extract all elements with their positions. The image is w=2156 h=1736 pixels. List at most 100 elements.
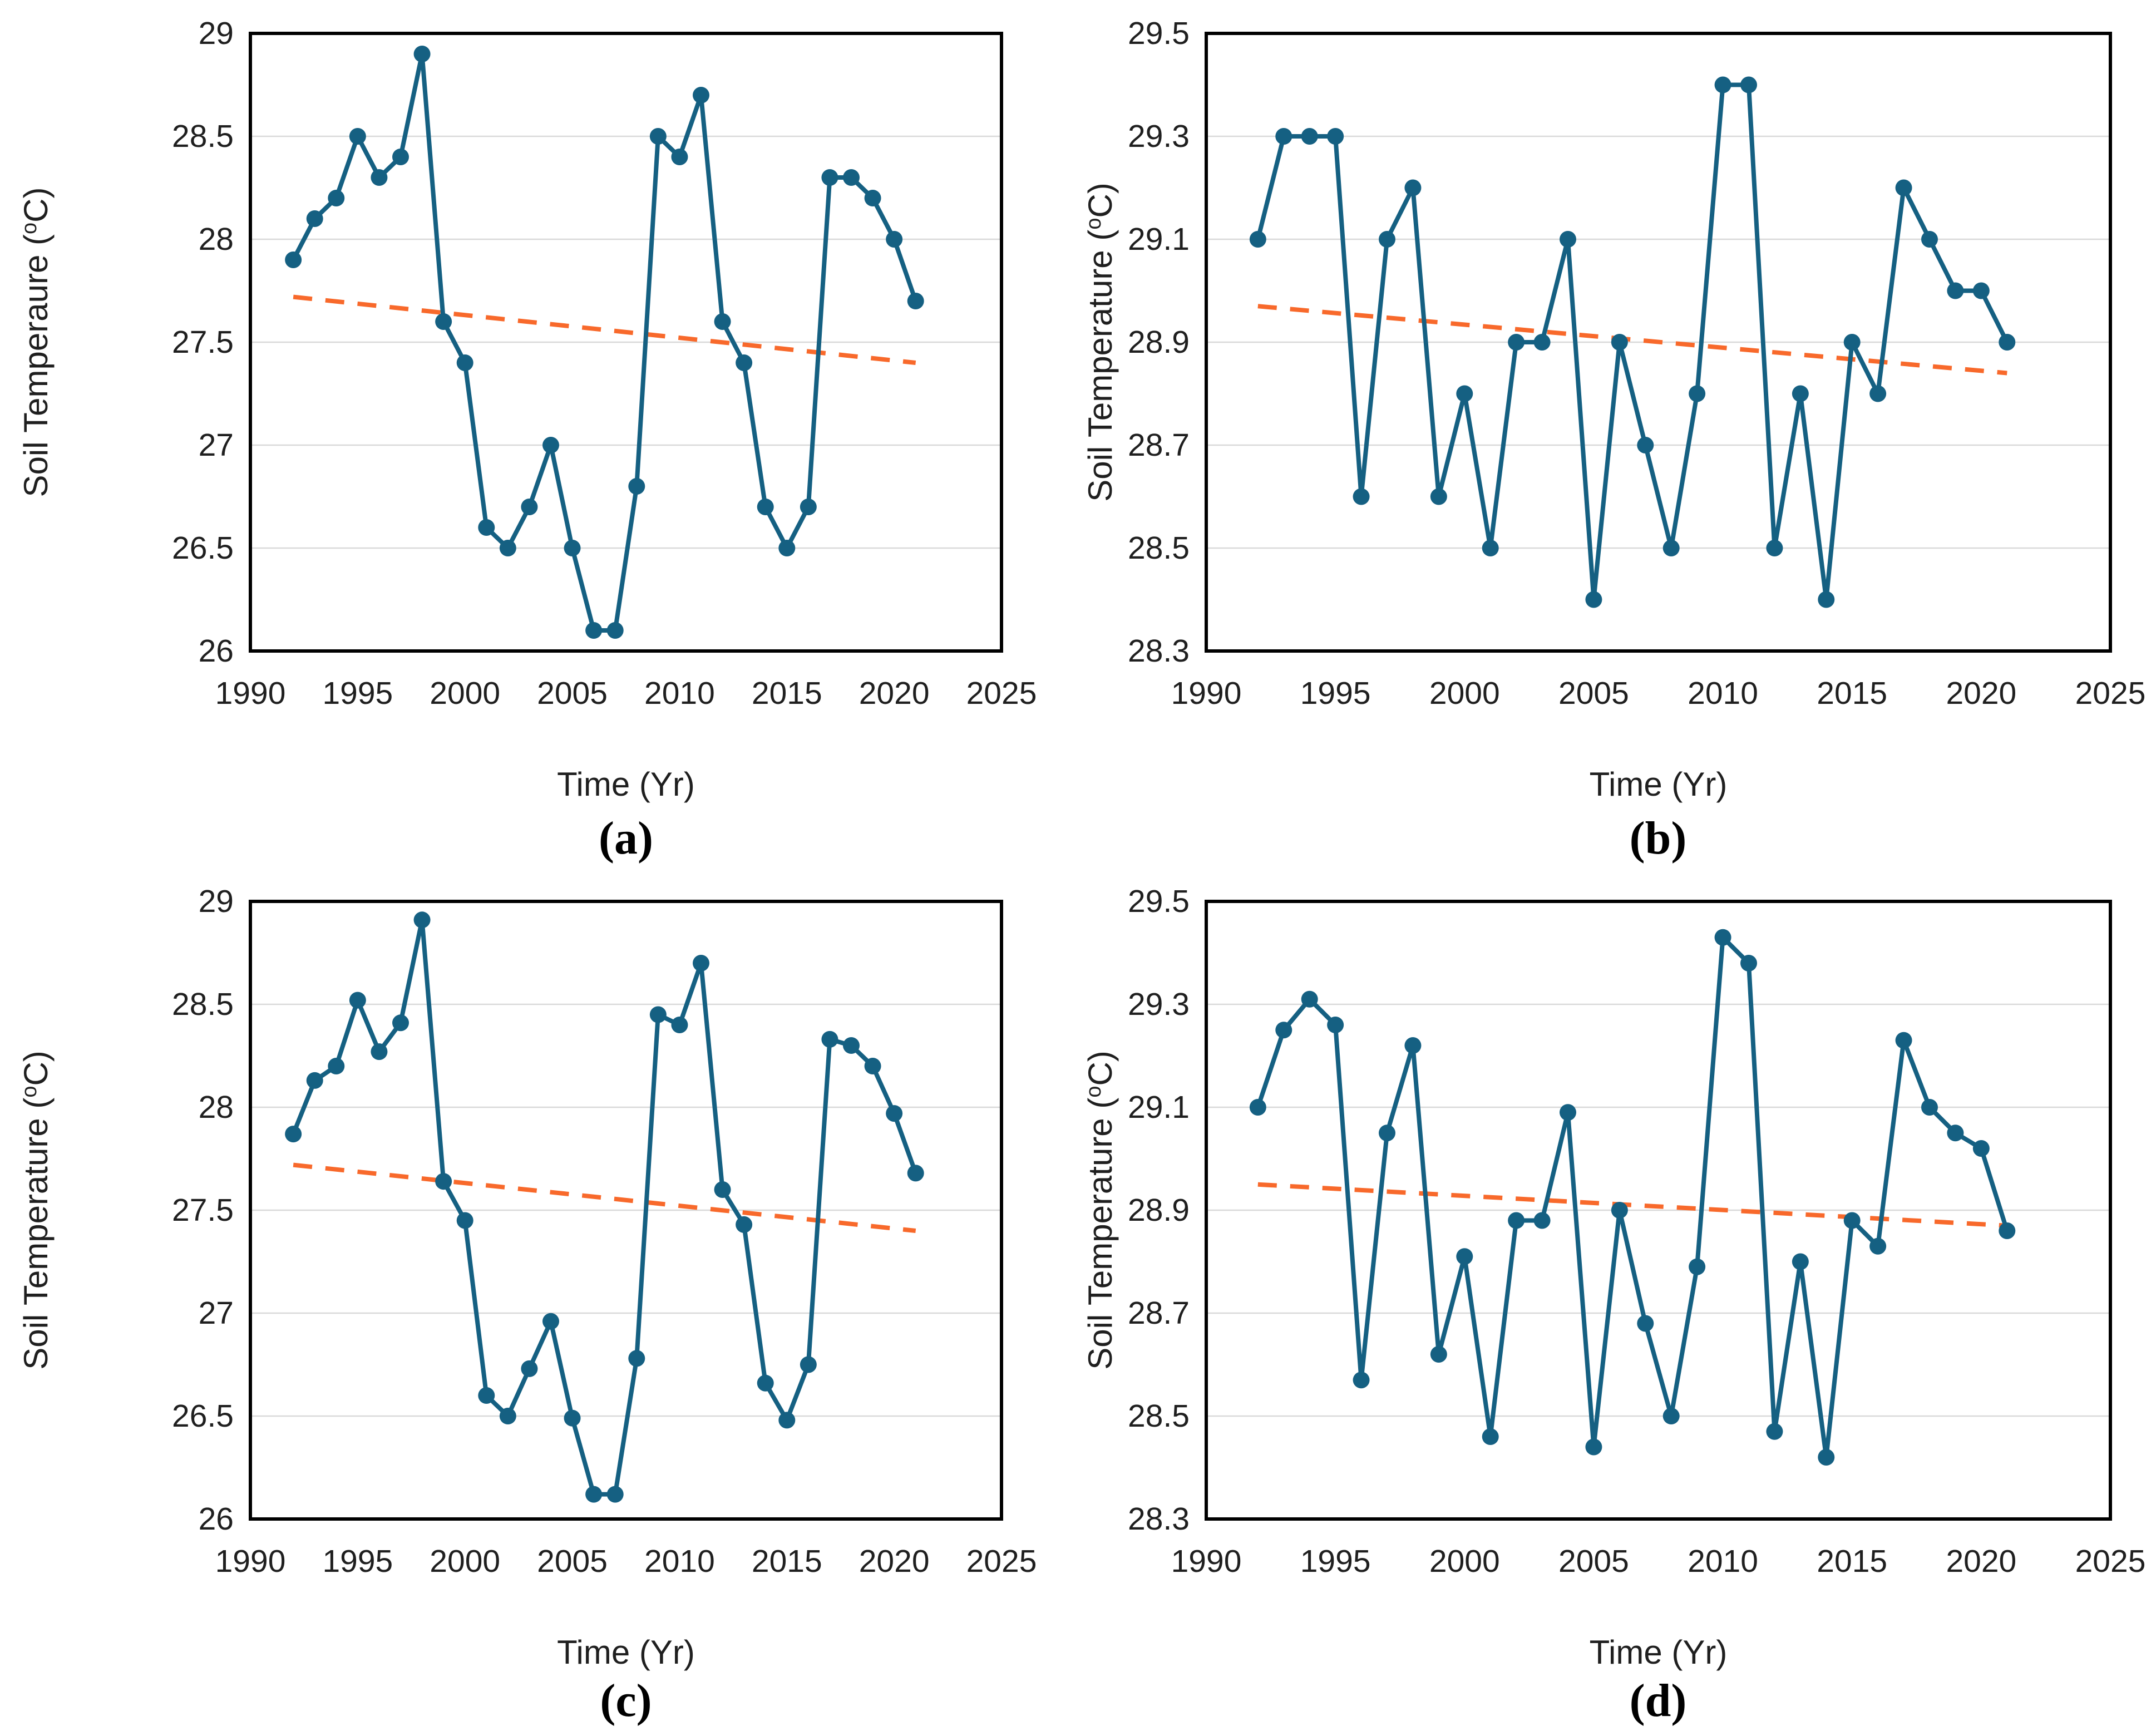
data-point bbox=[1301, 128, 1318, 145]
data-point bbox=[693, 87, 709, 103]
data-point bbox=[542, 437, 559, 453]
data-point bbox=[1843, 334, 1861, 351]
y-tick-label: 29.5 bbox=[1128, 16, 1190, 51]
x-tick-label: 2005 bbox=[537, 675, 608, 711]
y-tick-label: 29.3 bbox=[1128, 119, 1190, 154]
data-point bbox=[1895, 179, 1912, 196]
data-point bbox=[1275, 128, 1292, 145]
x-tick-label: 1995 bbox=[322, 1543, 393, 1579]
y-tick-label: 28.5 bbox=[1128, 530, 1190, 566]
data-point bbox=[542, 1313, 559, 1330]
data-point bbox=[1353, 488, 1370, 505]
trendline bbox=[293, 294, 916, 365]
data-point bbox=[800, 499, 817, 515]
data-point bbox=[435, 313, 452, 330]
data-point bbox=[714, 1181, 731, 1198]
data-point bbox=[757, 499, 774, 515]
data-point bbox=[1430, 1346, 1447, 1363]
y-tick-label: 29.1 bbox=[1128, 1089, 1190, 1125]
data-point bbox=[1585, 1438, 1602, 1456]
data-point bbox=[606, 622, 624, 639]
data-point bbox=[1379, 1125, 1395, 1142]
data-point bbox=[1662, 540, 1680, 556]
x-tick-label: 2005 bbox=[537, 1543, 608, 1579]
y-tick-label: 28.9 bbox=[1128, 324, 1190, 360]
x-axis-title: Time (Yr) bbox=[1590, 1634, 1728, 1671]
data-point bbox=[1404, 1037, 1422, 1054]
data-point bbox=[328, 1058, 345, 1074]
data-point bbox=[1921, 231, 1938, 248]
data-point bbox=[1275, 1022, 1292, 1039]
x-axis-title: Time (Yr) bbox=[1590, 766, 1728, 803]
caption-a: (a) bbox=[599, 812, 653, 864]
data-point bbox=[1869, 385, 1887, 402]
y-tick-label: 26.5 bbox=[172, 530, 234, 566]
data-point bbox=[693, 955, 709, 971]
data-point bbox=[1818, 1449, 1835, 1466]
y-tick-label: 28.5 bbox=[172, 119, 234, 154]
data-point bbox=[1947, 1125, 1964, 1142]
data-point bbox=[413, 46, 431, 62]
x-tick-label: 2005 bbox=[1558, 675, 1629, 711]
data-point bbox=[1999, 334, 2016, 351]
data-point bbox=[1482, 540, 1499, 556]
data-point bbox=[606, 1486, 624, 1503]
y-tick-label: 27.5 bbox=[172, 324, 234, 360]
data-point bbox=[521, 499, 538, 515]
data-point bbox=[864, 1058, 881, 1074]
data-point bbox=[714, 313, 731, 330]
y-tick-label: 28.9 bbox=[1128, 1192, 1190, 1228]
y-tick-label: 26 bbox=[199, 633, 234, 669]
x-tick-label: 2015 bbox=[1817, 1543, 1887, 1579]
plot-border bbox=[1205, 900, 2112, 1521]
data-point bbox=[1714, 929, 1731, 946]
x-tick-label: 2015 bbox=[1817, 675, 1887, 711]
y-tick-label: 28.7 bbox=[1128, 427, 1190, 463]
x-tick-label: 2025 bbox=[2075, 675, 2146, 711]
trendline bbox=[1257, 1182, 2007, 1228]
data-point bbox=[1766, 1423, 1783, 1440]
x-tick-label: 2015 bbox=[752, 1543, 822, 1579]
data-point bbox=[1972, 282, 1990, 299]
data-point bbox=[1869, 1237, 1887, 1255]
data-point bbox=[907, 1165, 924, 1182]
data-point bbox=[456, 1212, 473, 1229]
data-point bbox=[306, 1072, 323, 1089]
trendline bbox=[1257, 304, 2007, 376]
data-point bbox=[1766, 540, 1783, 556]
y-tick-label: 29.1 bbox=[1128, 221, 1190, 257]
data-point bbox=[349, 992, 366, 1009]
data-point bbox=[1792, 385, 1809, 402]
data-point bbox=[671, 1017, 688, 1033]
data-point bbox=[499, 1408, 516, 1424]
data-point bbox=[1689, 1258, 1706, 1275]
chart-b: 29.5 29.3 29.1 28.9 28.7 28.5 28.3 1990 1995 2000… bbox=[1082, 16, 2146, 803]
caption-c: (c) bbox=[600, 1675, 652, 1727]
data-point bbox=[1611, 1202, 1628, 1219]
data-point bbox=[1327, 1017, 1344, 1033]
trendline bbox=[293, 1162, 916, 1233]
data-point bbox=[628, 478, 645, 495]
data-point bbox=[371, 169, 388, 186]
series-line bbox=[291, 918, 918, 1497]
plot-border bbox=[249, 900, 1003, 1521]
data-point bbox=[1585, 591, 1602, 608]
data-point bbox=[1662, 1408, 1680, 1424]
data-point bbox=[478, 1387, 495, 1404]
data-point bbox=[1740, 76, 1757, 93]
y-tick-label: 28.5 bbox=[1128, 1398, 1190, 1434]
data-point bbox=[1353, 1372, 1370, 1389]
data-point bbox=[456, 354, 473, 371]
data-point bbox=[736, 1216, 753, 1233]
x-tick-label: 2000 bbox=[1429, 675, 1500, 711]
y-tick-label: 29 bbox=[199, 884, 234, 919]
data-point bbox=[757, 1374, 774, 1392]
chart-c: 29 28.5 28 27.5 27 26.5 26 1990 1995 2000 2005 2010… bbox=[17, 884, 1037, 1671]
data-point bbox=[736, 354, 753, 371]
data-point bbox=[585, 622, 603, 639]
data-point bbox=[1999, 1222, 2016, 1239]
x-axis-title: Time (Yr) bbox=[557, 766, 695, 803]
x-tick-label: 2005 bbox=[1558, 1543, 1629, 1579]
x-tick-label: 2020 bbox=[859, 675, 930, 711]
